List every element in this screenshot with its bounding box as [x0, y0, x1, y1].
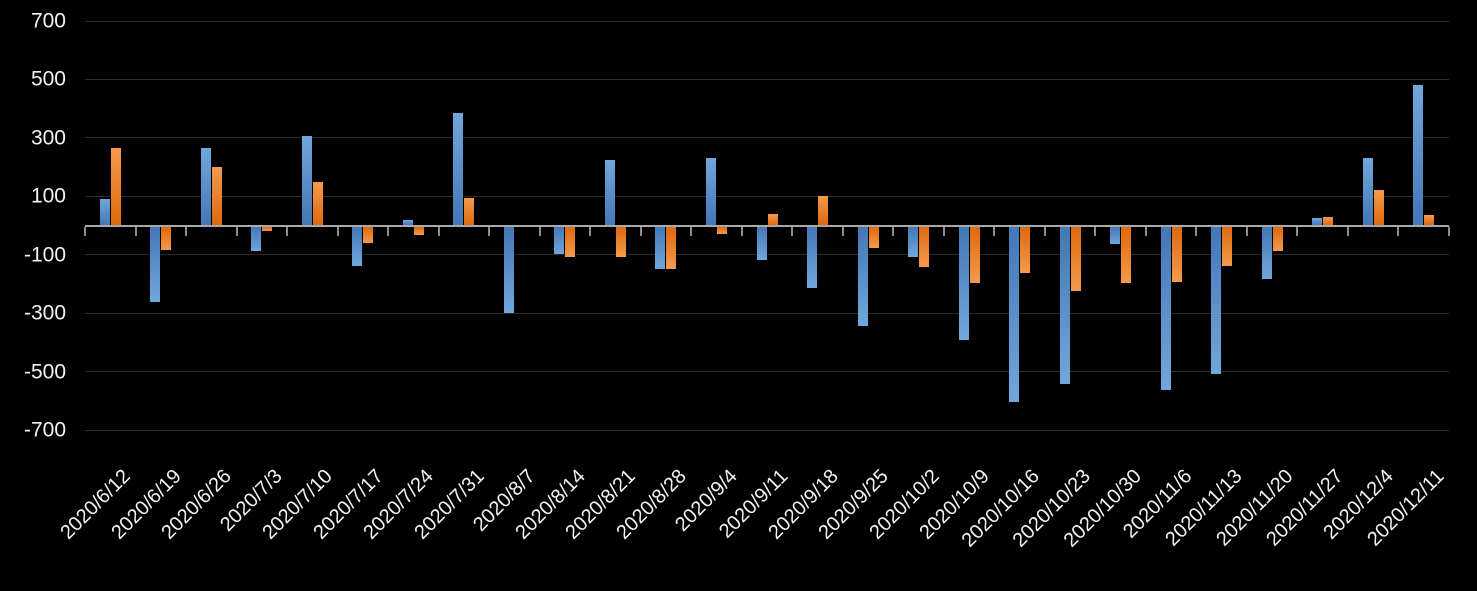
bar-orange	[1020, 226, 1031, 274]
bar-orange	[1070, 226, 1081, 291]
y-axis-label: -100	[23, 243, 66, 267]
gridline	[85, 20, 1449, 22]
bar-blue	[908, 226, 919, 258]
gridline	[85, 429, 1449, 431]
bar-blue	[1009, 226, 1020, 402]
axis-tick	[134, 226, 137, 236]
bar-orange	[110, 148, 121, 226]
gridline	[85, 78, 1449, 80]
axis-tick	[185, 226, 188, 236]
bar-blue	[1160, 226, 1171, 391]
bar-orange	[262, 226, 273, 231]
axis-tick	[538, 226, 541, 236]
axis-tick	[1397, 226, 1400, 236]
axis-tick	[1296, 226, 1299, 236]
axis-tick	[1346, 226, 1349, 236]
y-axis-label: 100	[30, 184, 66, 208]
bar-orange	[1323, 216, 1334, 226]
bar-orange	[565, 226, 576, 258]
bar-blue	[807, 226, 818, 288]
bar-blue	[958, 226, 969, 341]
bar-orange	[919, 226, 930, 268]
x-axis-line	[85, 224, 1449, 227]
bar-orange	[767, 213, 778, 226]
axis-tick	[336, 226, 339, 236]
gridline	[85, 195, 1449, 197]
axis-tick	[488, 226, 491, 236]
gridline	[85, 371, 1449, 373]
gridline	[85, 312, 1449, 314]
bar-orange	[969, 226, 980, 284]
gridline	[85, 137, 1449, 139]
axis-tick	[84, 226, 86, 236]
bar-blue	[200, 148, 211, 226]
bar-blue	[1413, 85, 1424, 226]
bar-blue	[150, 226, 161, 303]
bar-blue	[857, 226, 868, 326]
bar-orange	[1171, 226, 1182, 282]
bar-blue	[655, 226, 666, 269]
axis-tick	[589, 226, 592, 236]
axis-tick	[235, 226, 238, 236]
axis-tick	[387, 226, 390, 236]
y-axis-label: -500	[23, 360, 66, 384]
bar-blue	[301, 136, 312, 226]
y-axis-label: 300	[30, 126, 66, 150]
bar-blue	[1110, 226, 1121, 245]
bar-orange	[1272, 226, 1283, 252]
axis-tick	[740, 226, 743, 236]
axis-tick	[841, 226, 844, 236]
bar-blue	[1211, 226, 1222, 375]
bar-orange	[413, 226, 424, 236]
axis-tick	[437, 226, 440, 236]
y-axis-label: 500	[30, 67, 66, 91]
bar-orange	[1222, 226, 1233, 266]
axis-tick	[791, 226, 794, 236]
bar-orange	[615, 226, 626, 258]
axis-tick	[1094, 226, 1097, 236]
axis-tick	[1195, 226, 1198, 236]
axis-tick	[286, 226, 289, 236]
bar-blue	[352, 226, 363, 266]
gridline	[85, 254, 1449, 256]
bar-orange	[161, 226, 172, 250]
bar-orange	[363, 226, 374, 243]
bar-blue	[251, 226, 262, 252]
bar-orange	[1121, 226, 1132, 284]
bar-blue	[1261, 226, 1272, 280]
bar-blue	[705, 158, 716, 226]
bar-blue	[554, 226, 565, 255]
bar-blue	[604, 159, 615, 226]
axis-tick	[1043, 226, 1046, 236]
y-axis-label: 700	[30, 9, 66, 33]
axis-tick	[993, 226, 996, 236]
y-axis-label: -700	[23, 418, 66, 442]
axis-tick	[1245, 226, 1248, 236]
bar-blue	[1059, 226, 1070, 385]
bar-blue	[453, 113, 464, 226]
axis-tick	[639, 226, 642, 236]
bar-blue	[1312, 218, 1323, 226]
bar-orange	[868, 226, 879, 249]
bar-orange	[1373, 190, 1384, 226]
bar-orange	[716, 226, 727, 234]
bar-blue	[1362, 158, 1373, 226]
bar-orange	[818, 196, 829, 226]
bar-blue	[402, 219, 413, 226]
bar-orange	[666, 226, 677, 269]
y-axis-label: -300	[23, 301, 66, 325]
bar-blue	[756, 226, 767, 261]
bar-orange	[464, 197, 475, 226]
axis-tick	[1448, 226, 1450, 236]
axis-tick	[690, 226, 693, 236]
bar-orange	[312, 181, 323, 226]
bar-blue	[503, 226, 514, 313]
bar-blue	[99, 199, 110, 226]
bar-orange	[1424, 215, 1435, 226]
axis-tick	[942, 226, 945, 236]
bar-orange	[211, 167, 222, 226]
axis-tick	[1144, 226, 1147, 236]
axis-tick	[892, 226, 895, 236]
